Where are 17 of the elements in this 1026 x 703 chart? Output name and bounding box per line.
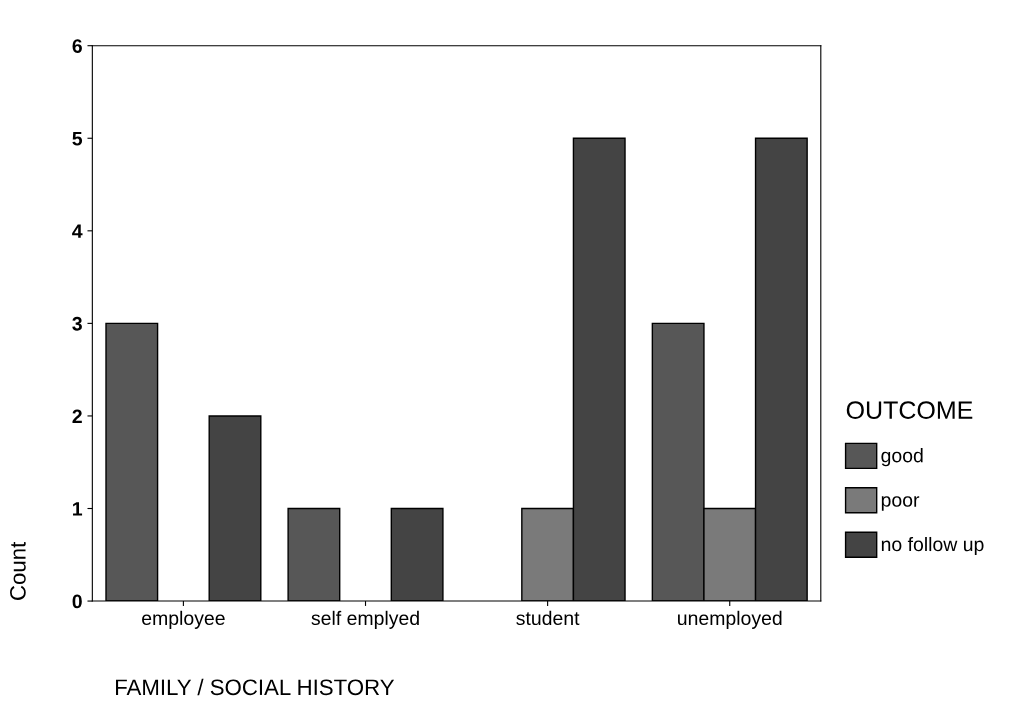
y-tick-label: 1 [73, 502, 83, 516]
y-axis-title: Count [10, 541, 26, 600]
legend-title: OUTCOME [846, 401, 973, 419]
x-tick-label: student [516, 610, 580, 626]
y-tick-label: 0 [72, 594, 82, 609]
x-axis-title: FAMILY / SOCIAL HISTORY [116, 678, 395, 696]
y-tick-label: 2 [72, 409, 82, 423]
x-tick-label: employee [142, 610, 225, 629]
legend-label: no follow up [881, 536, 984, 556]
legend-label: good [881, 448, 923, 467]
y-tick-label: 5 [72, 131, 83, 146]
legend-label: poor [881, 496, 920, 511]
y-tick-label: 6 [72, 39, 82, 53]
y-tick-label: 3 [72, 316, 82, 331]
x-tick-label: self emplyed [311, 610, 419, 629]
y-tick-label: 4 [72, 224, 83, 238]
x-tick-label: unemployed [678, 610, 782, 629]
